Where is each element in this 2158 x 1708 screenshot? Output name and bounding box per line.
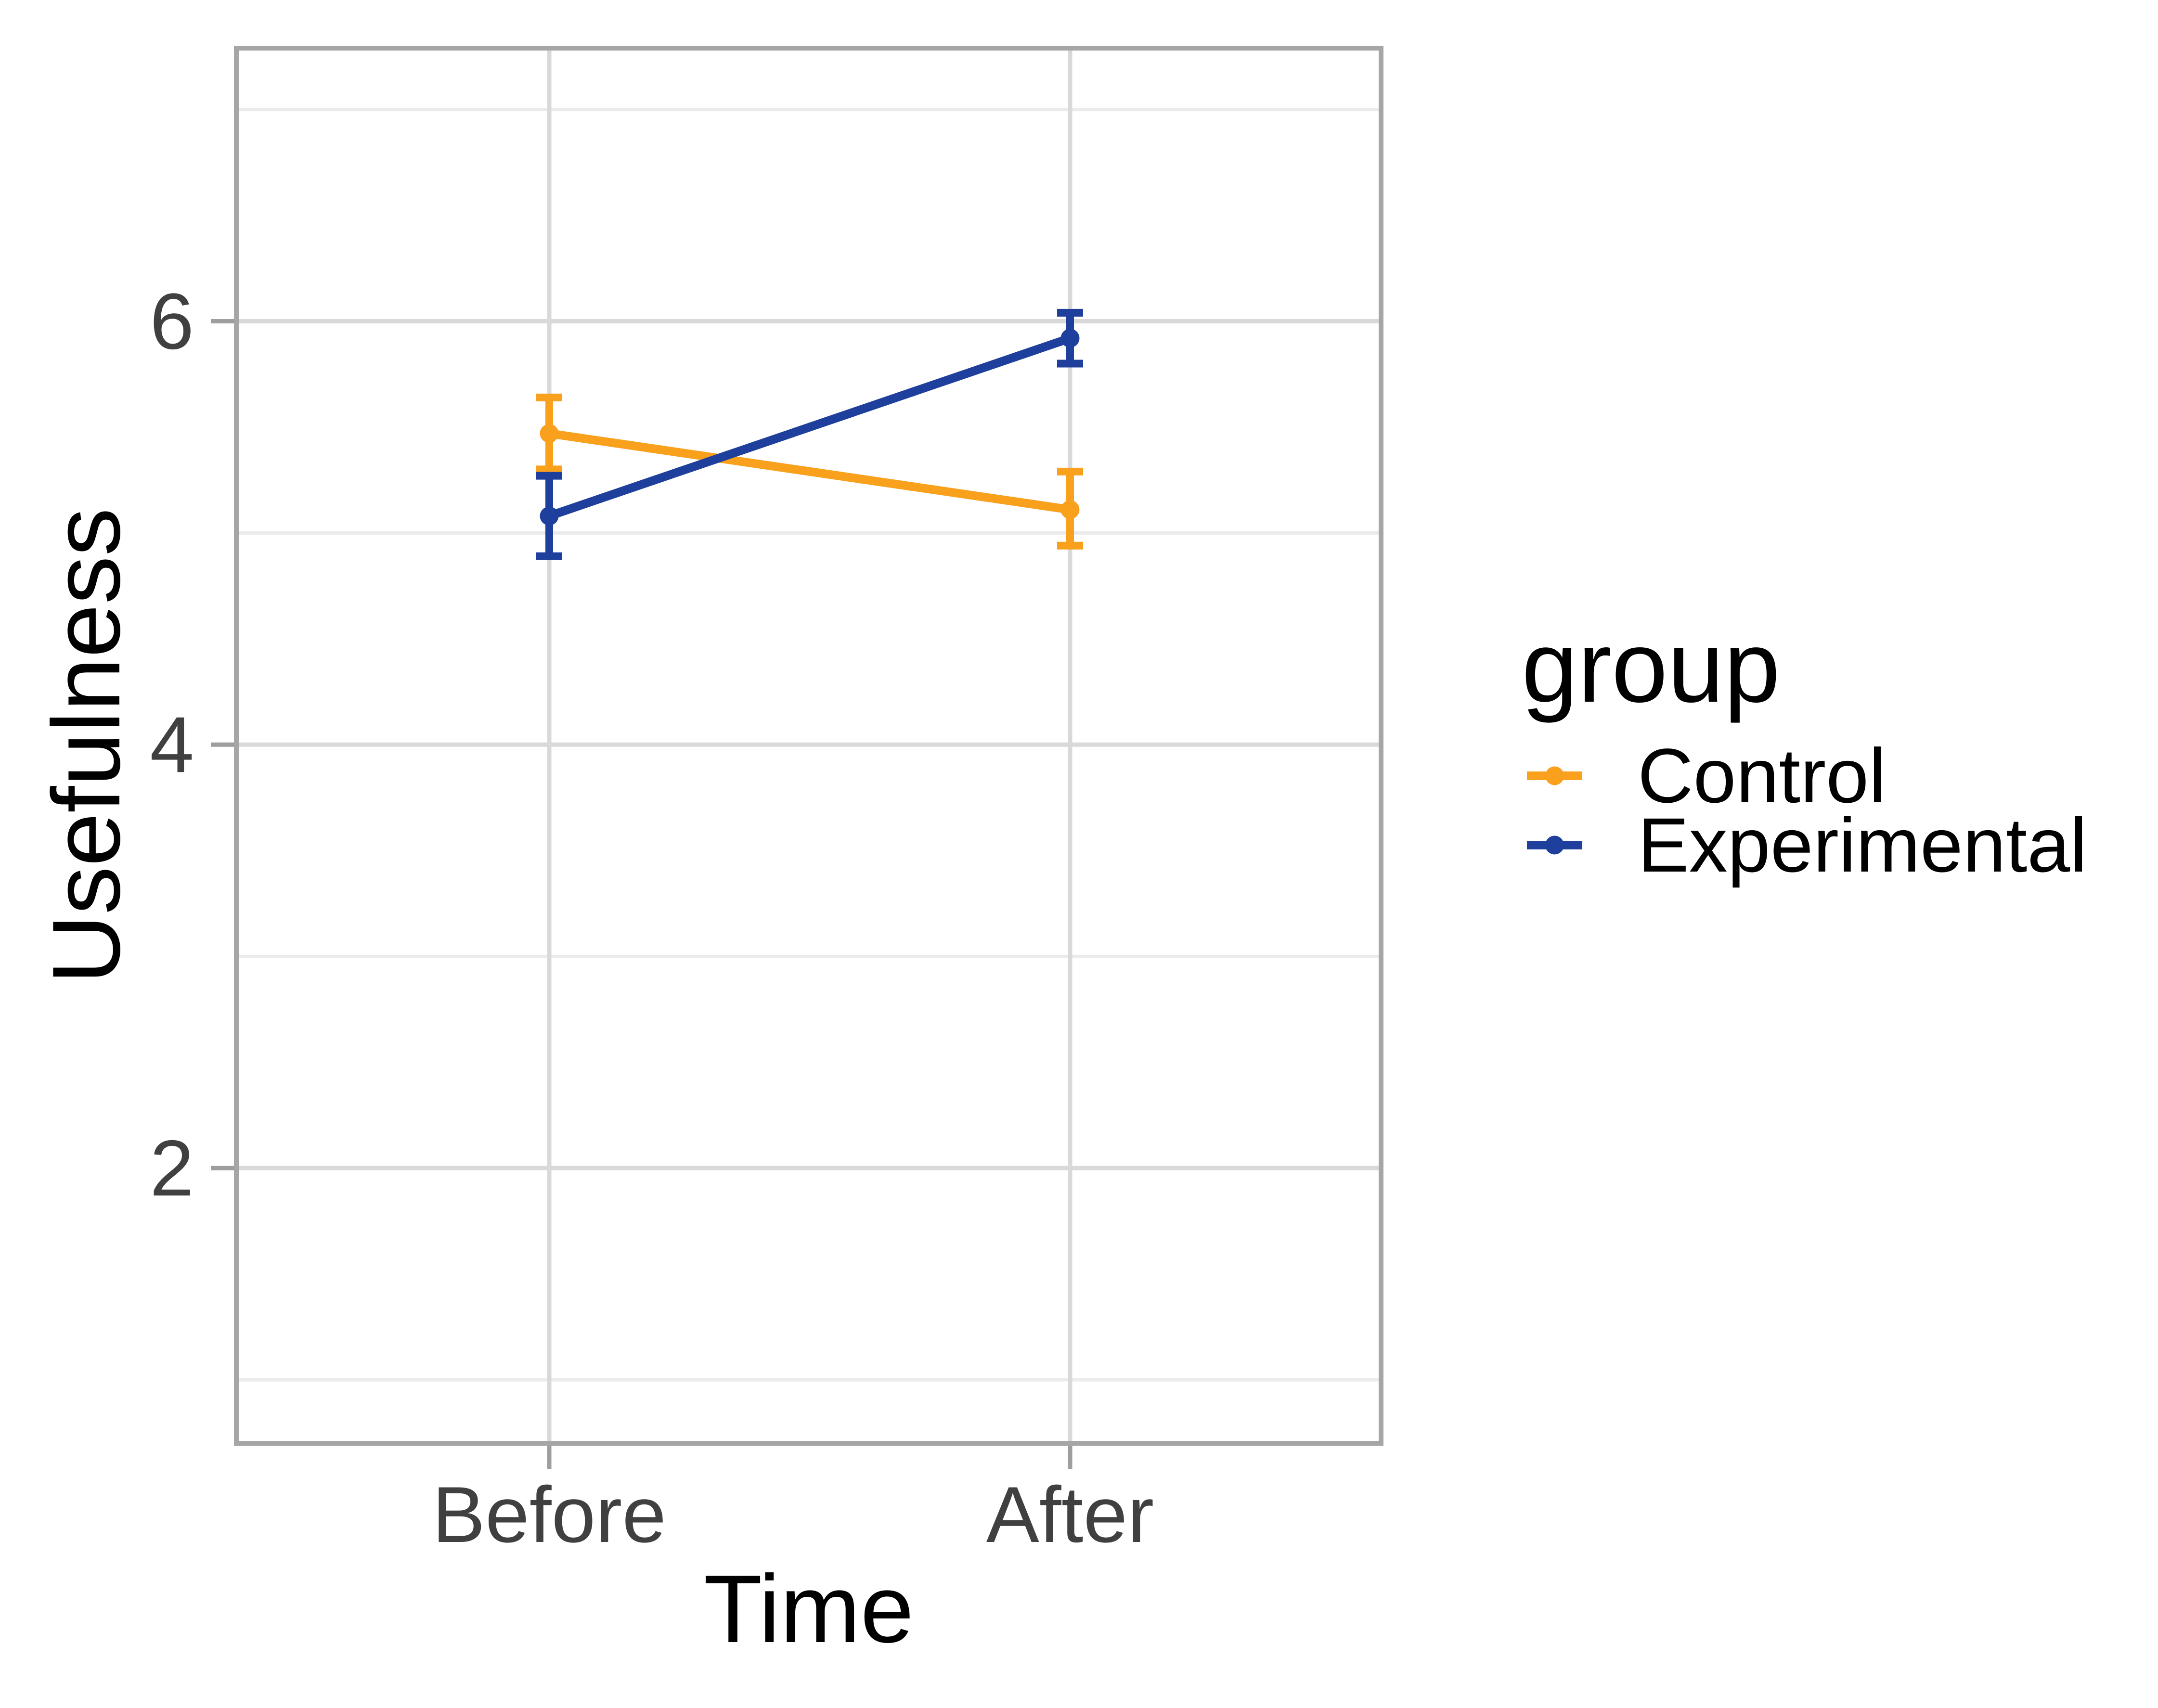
panel-border (234, 46, 1383, 1446)
series-line (548, 334, 1072, 520)
y-tick-label: 6 (150, 277, 194, 365)
data-point (540, 506, 559, 526)
series-line (548, 429, 1071, 514)
plot-panel: 2 4 6 Before After (150, 46, 1383, 1559)
x-axis-title: Time (703, 1555, 914, 1663)
data-point (1060, 329, 1080, 348)
x-tick-label: Before (432, 1470, 666, 1559)
data-point (540, 424, 559, 443)
y-axis-title: Usefulness (33, 508, 140, 984)
x-tick-label: After (986, 1470, 1154, 1559)
data-point (1060, 500, 1080, 519)
y-tick-label: 2 (150, 1124, 194, 1212)
y-tick-label: 4 (150, 700, 194, 789)
